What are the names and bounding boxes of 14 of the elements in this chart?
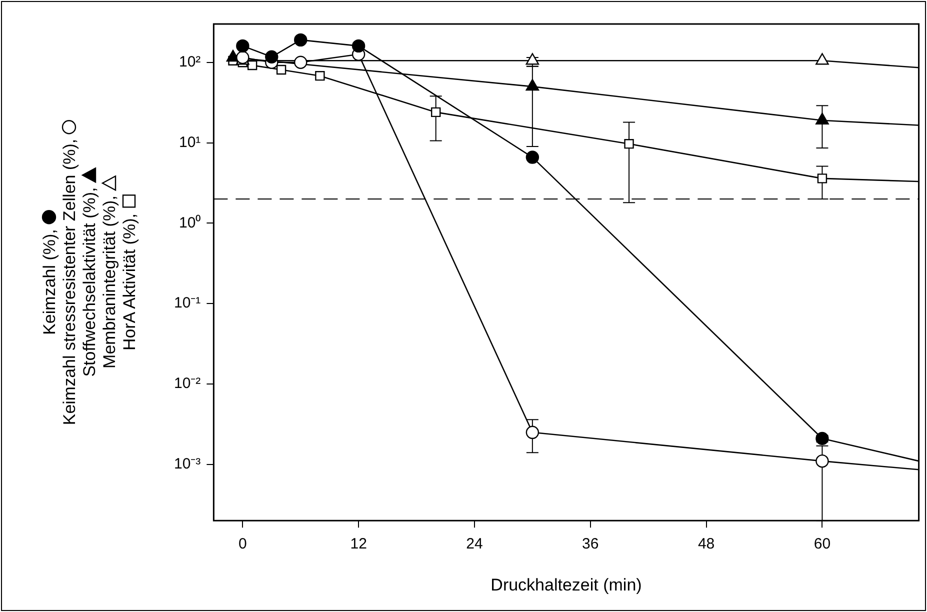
y-tick-label: 10² <box>178 54 201 71</box>
x-tick-label: 36 <box>582 536 599 553</box>
x-tick-label: 60 <box>814 536 831 553</box>
y-tick-label: 10⁻¹ <box>174 294 201 312</box>
x-tick-label: 48 <box>698 536 715 553</box>
y-tick-label: 10¹ <box>178 134 201 151</box>
x-tick-label: 12 <box>350 536 367 553</box>
y-tick-label: 10⁻³ <box>174 456 201 473</box>
y-tick-label: 10⁻² <box>174 375 201 392</box>
x-tick-label: 24 <box>466 536 483 553</box>
x-tick-label: 0 <box>238 536 247 553</box>
y-tick-label: 10⁰ <box>178 214 201 232</box>
y-axis-title: Keimzahl (%), Keimzahl stressresistenter Zellen (%), Stoffwechselaktivität (%), Membranintegrität (%), HorA Aktivität (%), <box>40 138 139 426</box>
x-axis-title: Druckhaltezeit (min) <box>490 575 642 594</box>
